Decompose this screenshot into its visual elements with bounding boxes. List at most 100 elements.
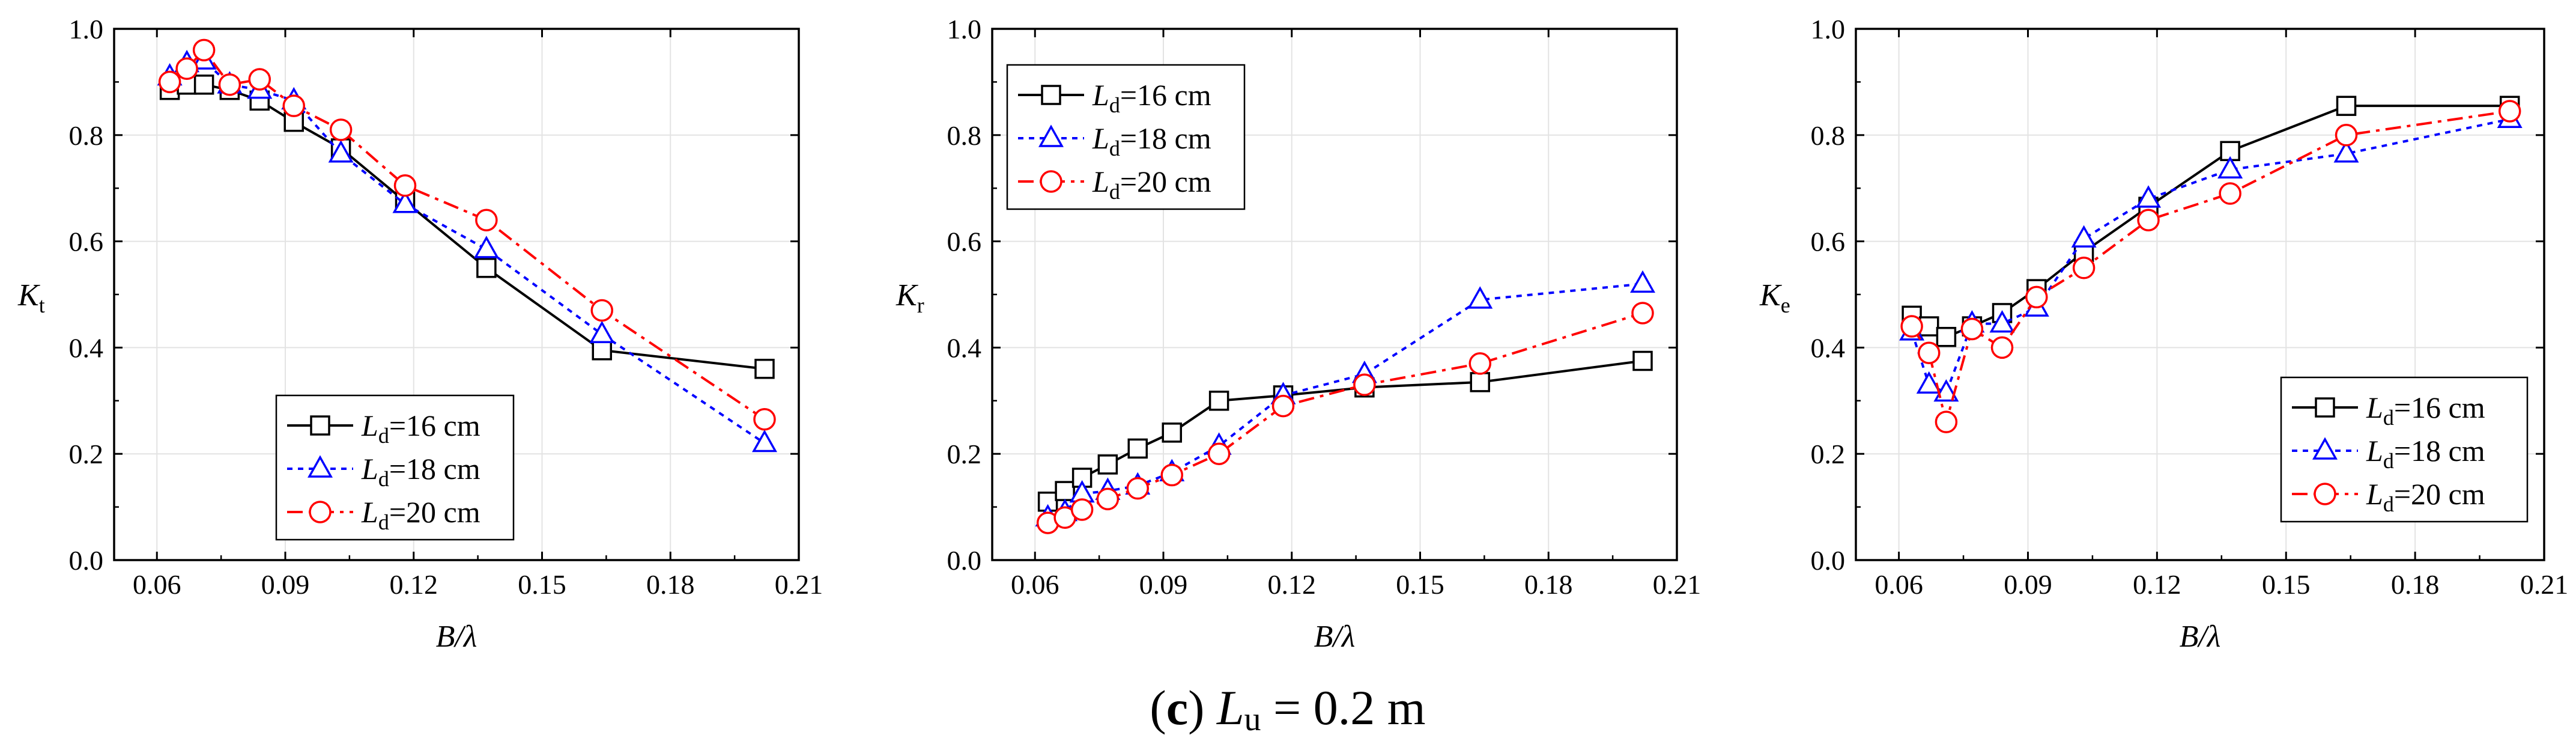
- data-point: [1055, 481, 1075, 501]
- data-point: [2025, 285, 2048, 309]
- data-point: [2335, 124, 2358, 147]
- data-point: [1630, 270, 1655, 293]
- data-point: [2333, 140, 2359, 163]
- x-tick-label: 0.18: [1524, 569, 1573, 600]
- y-tick-label: 0.8: [1811, 120, 1846, 151]
- y-axis-label-sub: r: [917, 293, 924, 317]
- legend-label-sub: d: [1109, 93, 1120, 117]
- data-point: [393, 174, 417, 197]
- legend-label-sub: d: [378, 510, 389, 534]
- y-axis-label-sub: e: [1781, 293, 1790, 317]
- y-tick-label: 0.2: [947, 439, 982, 469]
- data-point: [476, 258, 497, 278]
- x-tick-label: 0.15: [1396, 569, 1444, 600]
- x-tick-label: 0.18: [646, 569, 695, 600]
- x-tick-label: 0.21: [2520, 569, 2569, 600]
- x-tick-label: 0.06: [1874, 569, 1923, 600]
- data-point: [1936, 326, 1957, 347]
- y-tick-label: 0.4: [69, 332, 104, 363]
- data-point: [1070, 498, 1094, 521]
- data-point: [1207, 442, 1231, 465]
- data-point: [1037, 492, 1058, 512]
- legend-label-sub: d: [378, 467, 389, 491]
- legend-marker: [1040, 170, 1062, 193]
- x-tick-label: 0.09: [261, 569, 310, 600]
- legend-marker: [2312, 437, 2338, 460]
- legend-item-2: Ld=18 cm: [287, 452, 480, 491]
- legend-marker: [1041, 85, 1061, 105]
- y-tick-label: 0.0: [69, 545, 104, 576]
- data-point: [175, 57, 198, 81]
- data-point: [2336, 96, 2357, 116]
- legend-marker: [308, 455, 333, 478]
- x-tick-label: 0.21: [1653, 569, 1702, 600]
- data-point: [1468, 352, 1491, 375]
- y-tick-label: 0.2: [69, 439, 104, 469]
- legend: Ld=16 cm Ld=18 cm Ld=20 cm: [1006, 64, 1246, 210]
- figure-caption: (c) Lu = 0.2 m: [1150, 680, 1425, 738]
- data-point: [158, 70, 181, 94]
- legend-label-sub: d: [2383, 406, 2394, 430]
- data-point: [2137, 209, 2160, 231]
- data-point: [1935, 410, 1958, 433]
- legend-label: Ld=16 cm: [2366, 391, 2485, 430]
- data-point: [282, 94, 305, 117]
- series-line: [169, 83, 765, 370]
- legend-label: Ld=18 cm: [2366, 434, 2485, 473]
- legend-label-main: L: [361, 409, 378, 442]
- legend-item-3: Ld=20 cm: [1018, 165, 1211, 204]
- data-point: [2072, 257, 2096, 279]
- legend-label-sub: d: [1109, 136, 1120, 160]
- legend-label-main: L: [2366, 391, 2383, 424]
- y-tick-label: 0.0: [947, 545, 982, 576]
- x-tick-label: 0.06: [1011, 569, 1059, 600]
- data-point: [1631, 302, 1654, 325]
- data-point: [192, 38, 216, 62]
- data-point: [1467, 286, 1493, 309]
- data-point: [475, 209, 498, 231]
- series-2: [1899, 105, 2523, 402]
- data-point: [2498, 100, 2521, 123]
- data-point: [1271, 394, 1295, 418]
- y-tick-label: 0.6: [69, 227, 104, 257]
- legend-label-rest: =20 cm: [389, 495, 480, 529]
- y-tick-label: 0.8: [947, 120, 982, 151]
- legend-label: Ld=16 cm: [1092, 78, 1211, 117]
- legend-label-sub: d: [2383, 492, 2394, 516]
- legend-marker: [2315, 397, 2335, 418]
- series-line: [1911, 105, 2510, 338]
- legend-item-1: Ld=16 cm: [2292, 391, 2485, 430]
- data-point: [592, 340, 612, 361]
- x-axis-label: B/λ: [1314, 620, 1356, 654]
- data-point: [2219, 182, 2241, 205]
- data-point: [752, 429, 777, 453]
- data-point: [1990, 336, 2014, 359]
- legend-item-3: Ld=20 cm: [287, 495, 480, 534]
- data-point: [754, 359, 775, 379]
- data-point: [1162, 422, 1182, 443]
- x-tick-label: 0.06: [133, 569, 181, 600]
- series-3: [1036, 302, 1654, 534]
- data-point: [473, 236, 499, 258]
- data-point: [193, 75, 214, 95]
- x-tick-label: 0.15: [518, 569, 566, 600]
- x-tick-label: 0.21: [775, 569, 823, 600]
- data-point: [1353, 373, 1376, 397]
- data-point: [2136, 185, 2162, 208]
- legend-label-rest: =20 cm: [1120, 165, 1211, 198]
- data-point: [1918, 341, 1941, 364]
- legend-label-main: L: [1092, 165, 1109, 198]
- charts-container: 0.06 0.09 0.12 0.15 0.18 0.21 0.0 0.2 0.4 0.6 0.8 1…: [17, 14, 2568, 654]
- data-point: [590, 299, 613, 322]
- x-tick-label: 0.15: [2262, 569, 2311, 600]
- legend-label-rest: =20 cm: [2394, 477, 2485, 511]
- legend-label-rest: =18 cm: [389, 452, 480, 486]
- legend-label-rest: =18 cm: [1120, 121, 1211, 155]
- x-tick-label: 0.12: [390, 569, 438, 600]
- legend-label-main: L: [361, 495, 378, 529]
- legend-label-rest: =16 cm: [1120, 78, 1211, 112]
- data-point: [1127, 438, 1148, 459]
